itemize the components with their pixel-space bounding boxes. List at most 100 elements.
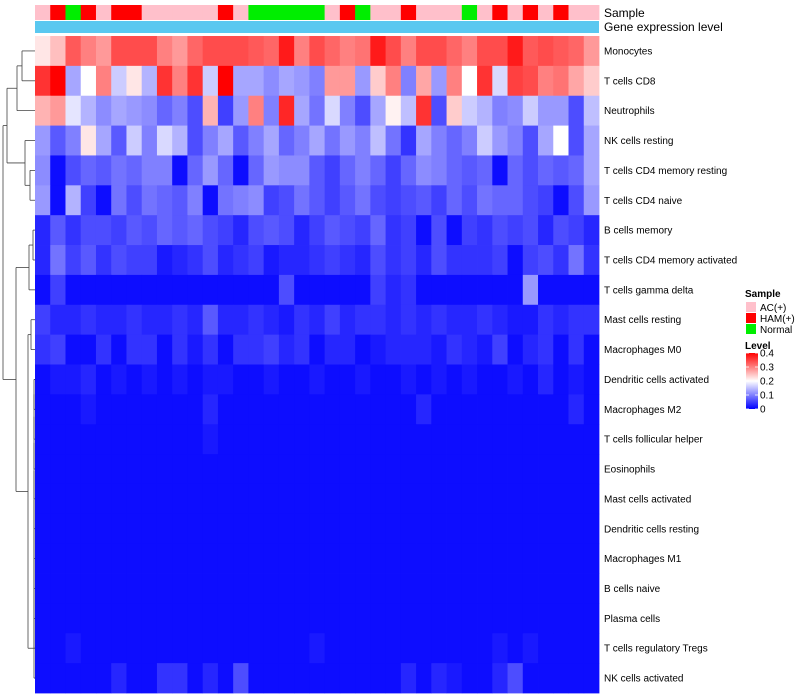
- heatmap-cell: [111, 483, 127, 515]
- heatmap-cell: [492, 663, 508, 694]
- heatmap-cell: [431, 245, 447, 276]
- heatmap-cell: [248, 454, 265, 485]
- heatmap-cell: [431, 603, 447, 634]
- heatmap-cell: [126, 394, 143, 425]
- heatmap-cell: [522, 573, 539, 604]
- heatmap-cell: [111, 36, 127, 67]
- heatmap-cell: [416, 155, 432, 186]
- heatmap-cell: [80, 274, 97, 306]
- heatmap-cell: [111, 274, 127, 306]
- heatmap-cell: [233, 185, 249, 216]
- heatmap-cell: [583, 603, 600, 634]
- heatmap-cell: [233, 215, 249, 246]
- heatmap-cell: [568, 663, 585, 694]
- heatmap-cell: [80, 304, 97, 336]
- heatmap-cell: [309, 155, 326, 186]
- heatmap-cell: [355, 394, 371, 425]
- heatmap-cell: [446, 245, 463, 276]
- heatmap-cell: [492, 483, 508, 515]
- sample-annotation-cell: [263, 5, 280, 20]
- sample-annotation-cell: [294, 5, 310, 20]
- heatmap-cell: [400, 36, 417, 67]
- heatmap-cell: [370, 185, 386, 216]
- heatmap-cell: [187, 274, 204, 306]
- sample-annotation-cell: [50, 5, 66, 20]
- heatmap-cell: [50, 155, 66, 186]
- heatmap-cell: [95, 155, 112, 186]
- heatmap-cell: [355, 304, 371, 336]
- heatmap-cell: [50, 663, 66, 694]
- heatmap-cell: [95, 483, 112, 515]
- heatmap-cell: [95, 334, 112, 365]
- heatmap-cell: [35, 304, 51, 336]
- heatmap-cell: [538, 543, 554, 574]
- heatmap-cell: [141, 424, 158, 455]
- heatmap-cell: [294, 155, 310, 186]
- heatmap-cell: [65, 304, 82, 336]
- heatmap-cell: [553, 633, 569, 664]
- heatmap-cell: [278, 274, 295, 306]
- heatmap-cell: [95, 633, 112, 664]
- heatmap-cell: [233, 364, 249, 395]
- heatmap-cell: [248, 663, 265, 694]
- heatmap-cell: [172, 185, 188, 216]
- heatmap-cell: [324, 394, 341, 425]
- heatmap-cell: [50, 215, 66, 246]
- sample-legend-swatch: [746, 313, 756, 323]
- heatmap-cell: [568, 125, 585, 156]
- sample-annotation-cell: [126, 5, 143, 20]
- heatmap-cell: [553, 543, 569, 574]
- heatmap-cell: [507, 513, 524, 545]
- heatmap-cell: [80, 125, 97, 156]
- heatmap-cell: [568, 304, 585, 336]
- heatmap-cell: [492, 543, 508, 574]
- heatmap-cell: [263, 424, 280, 455]
- heatmap-cell: [263, 394, 280, 425]
- heatmap-cell: [156, 125, 173, 156]
- heatmap-cell: [431, 36, 447, 67]
- heatmap-cell: [35, 543, 51, 574]
- heatmap-cell: [370, 125, 386, 156]
- sample-annotation-cell: [65, 5, 82, 20]
- heatmap-cell: [309, 95, 326, 126]
- heatmap-cell: [522, 274, 539, 306]
- heatmap-cell: [477, 364, 493, 395]
- heatmap-cell: [65, 364, 82, 395]
- heatmap-cell: [309, 125, 326, 156]
- heatmap-cell: [431, 633, 447, 664]
- heatmap-cell: [355, 424, 371, 455]
- heatmap-cell: [400, 185, 417, 216]
- heatmap-cell: [126, 304, 143, 336]
- sample-annotation-label: Sample: [604, 6, 645, 20]
- heatmap-cell: [50, 125, 66, 156]
- heatmap-cell: [65, 245, 82, 276]
- heatmap-cell: [187, 95, 204, 126]
- heatmap-cell: [80, 95, 97, 126]
- heatmap-cell: [172, 65, 188, 97]
- heatmap-cell: [583, 274, 600, 306]
- heatmap-cell: [370, 274, 386, 306]
- heatmap-cell: [309, 304, 326, 336]
- heatmap-cell: [309, 663, 326, 694]
- heatmap-cell: [141, 513, 158, 545]
- heatmap-cell: [278, 573, 295, 604]
- heatmap-cell: [217, 543, 234, 574]
- heatmap-cell: [385, 394, 402, 425]
- heatmap-cell: [217, 424, 234, 455]
- heatmap-cell: [385, 483, 402, 515]
- sample-legend-label: Normal: [760, 325, 792, 336]
- heatmap-cell: [538, 304, 554, 336]
- heatmap-cell: [339, 185, 356, 216]
- heatmap-cell: [416, 215, 432, 246]
- heatmap-cell: [172, 274, 188, 306]
- heatmap-cell: [248, 424, 265, 455]
- heatmap-cell: [538, 454, 554, 485]
- heatmap-cell: [35, 155, 51, 186]
- heatmap-cell: [553, 424, 569, 455]
- heatmap-cell: [416, 394, 432, 425]
- sample-annotation-cell: [233, 5, 249, 20]
- heatmap-cell: [111, 513, 127, 545]
- heatmap-cell: [355, 573, 371, 604]
- sample-annotation-cell: [568, 5, 585, 20]
- heatmap-cell: [538, 95, 554, 126]
